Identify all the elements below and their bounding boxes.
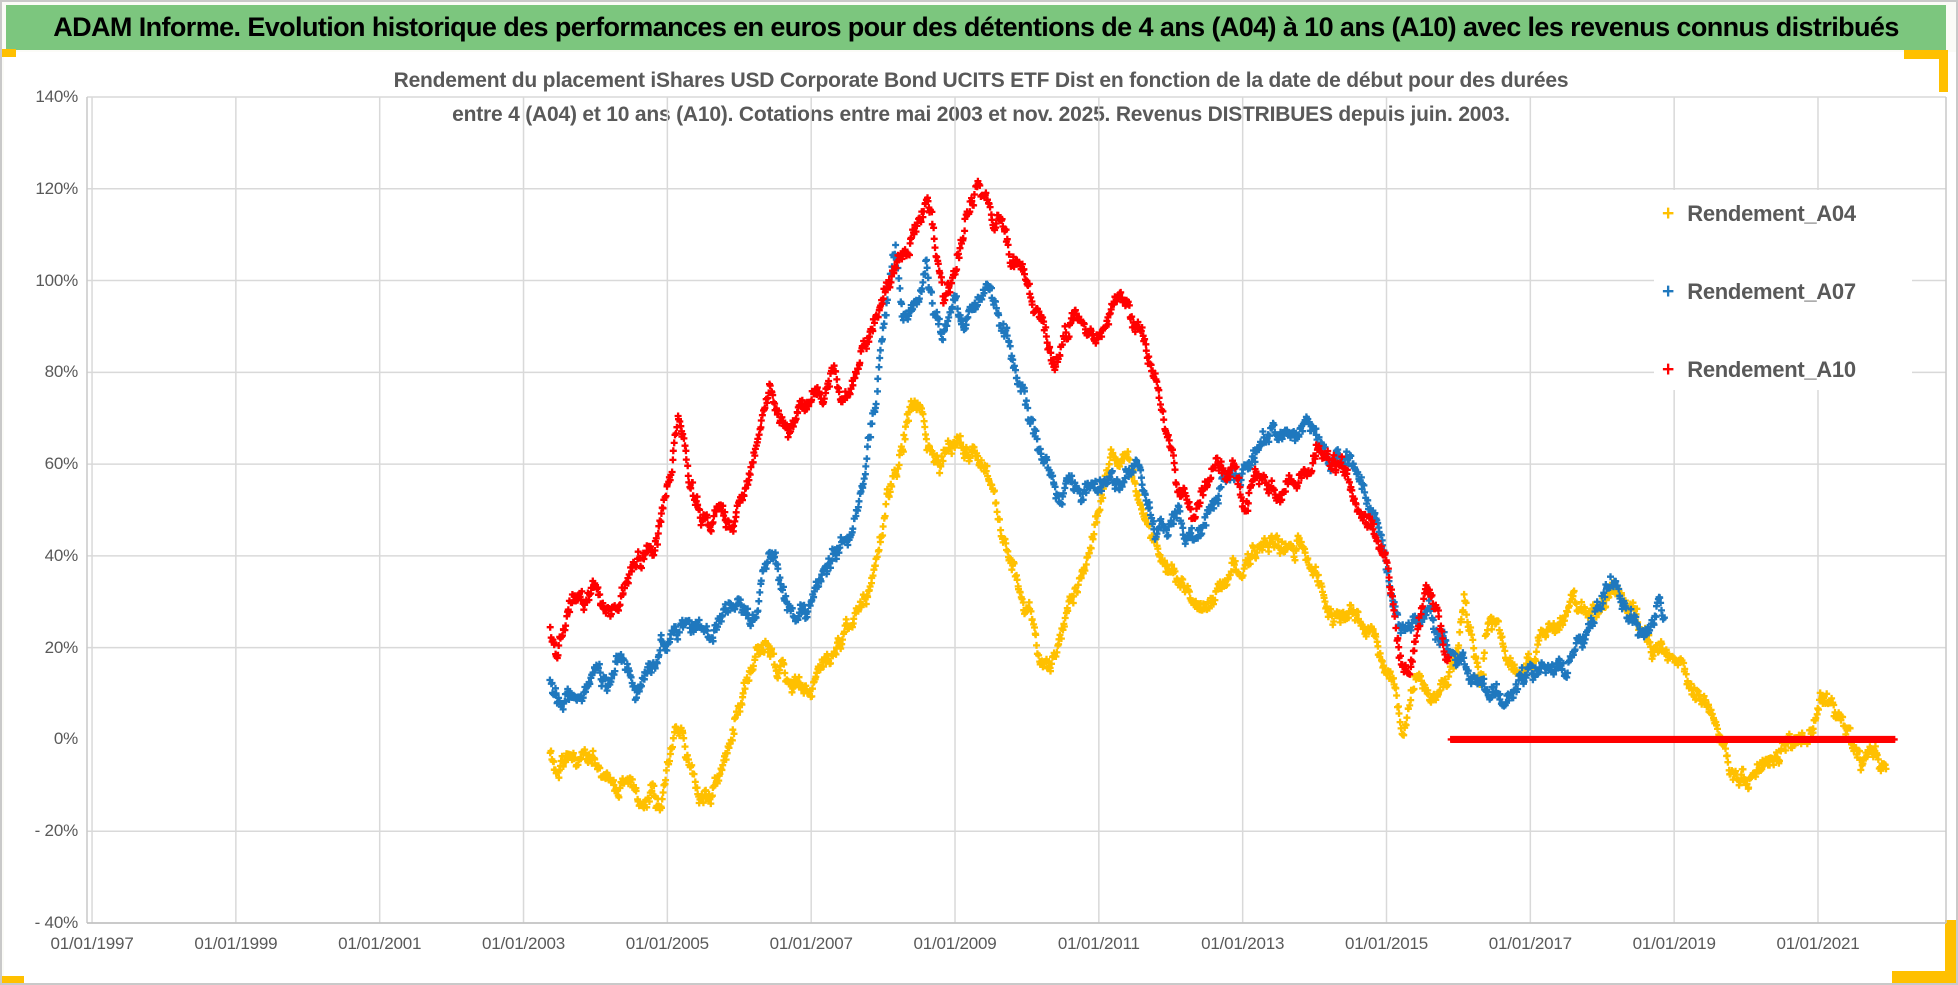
gold-corner-top-right-vert [1939, 50, 1948, 92]
x-tick-label: 01/01/2017 [1488, 934, 1572, 953]
gold-corner-top-right [1904, 50, 1948, 59]
series-rendement_a04 [546, 397, 1890, 814]
x-tick-label: 01/01/2021 [1776, 934, 1860, 953]
legend[interactable]: + Rendement_A04 + Rendement_A07 + Rendement_A… [1654, 190, 1912, 390]
x-tick-label: 01/01/2009 [913, 934, 997, 953]
chart-title: Rendement du placement iShares USD Corpo… [2, 64, 1956, 132]
y-tick-label: 20% [44, 637, 79, 657]
x-tick-label: 01/01/2011 [1057, 934, 1140, 953]
y-tick-label: 140% [35, 87, 78, 106]
x-tick-label: 01/01/1999 [194, 934, 278, 953]
gold-corner-top-left [2, 49, 16, 57]
y-tick-label: 0% [53, 729, 78, 749]
series-rendement_a10 [546, 177, 1452, 678]
x-tick-label: 01/01/2015 [1344, 934, 1429, 953]
app-header: ADAM Informe. Evolution historique des p… [6, 5, 1946, 50]
y-tick-label: 40% [44, 545, 79, 565]
y-tick-label: 60% [44, 454, 79, 474]
y-tick-label: - 40% [34, 913, 79, 932]
legend-label: Rendement_A07 [1687, 279, 1856, 304]
header-title: ADAM Informe. Evolution historique des p… [53, 12, 1899, 42]
x-tick-label: 01/01/2007 [769, 934, 853, 953]
x-tick-label: 01/01/2019 [1632, 934, 1716, 953]
y-tick-label: - 20% [34, 821, 79, 841]
chart-title-line1: Rendement du placement iShares USD Corpo… [393, 69, 1569, 92]
x-tick-label: 01/01/2005 [625, 934, 709, 953]
legend-label: Rendement_A10 [1687, 357, 1856, 382]
x-tick-label: 01/01/2003 [481, 934, 566, 953]
y-tick-label: 80% [44, 362, 79, 382]
chart-title-line2: entre 4 (A04) et 10 ans (A10). Cotations… [452, 103, 1510, 126]
legend-plus-marker-icon: + [1662, 358, 1675, 381]
x-tick-label: 01/01/2013 [1201, 934, 1285, 953]
legend-plus-marker-icon: + [1662, 202, 1675, 225]
y-tick-label: 100% [35, 270, 78, 290]
gold-corner-bottom-right [1892, 971, 1956, 983]
legend-item-rendement_a10[interactable]: + Rendement_A10 [1662, 354, 1856, 386]
legend-label: Rendement_A04 [1687, 201, 1856, 226]
y-tick-label: 120% [35, 178, 78, 198]
legend-item-rendement_a07[interactable]: + Rendement_A07 [1662, 276, 1856, 308]
legend-plus-marker-icon: + [1662, 280, 1675, 303]
gold-corner-bottom-left [2, 976, 24, 983]
x-tick-label: 01/01/1997 [50, 934, 134, 953]
series-rendement_a07 [546, 241, 1668, 713]
legend-item-rendement_a04[interactable]: + Rendement_A04 [1662, 198, 1856, 230]
x-tick-label: 01/01/2001 [338, 934, 422, 953]
chart-object[interactable] [4, 52, 1956, 983]
series-rendement_a10-zero-markers [1447, 735, 1898, 743]
gold-corner-bottom-right-vert [1945, 920, 1956, 983]
